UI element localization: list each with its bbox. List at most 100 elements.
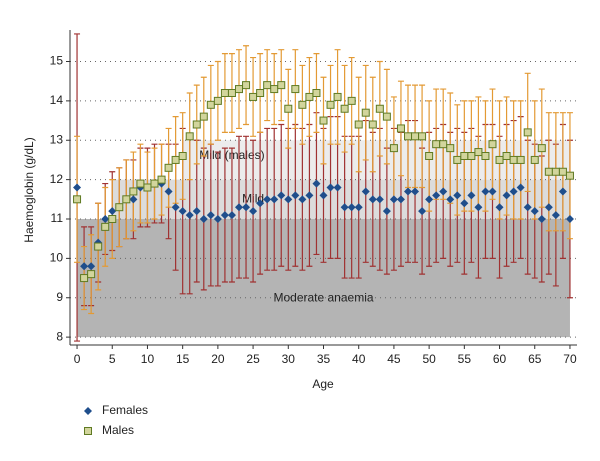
y-tick-label: 15 <box>50 54 64 68</box>
legend-label: Males <box>102 423 134 437</box>
female-point <box>171 203 180 212</box>
female-point <box>467 191 476 200</box>
male-point <box>235 85 243 94</box>
band-label: Moderate anaemia <box>273 290 373 304</box>
male-point <box>368 120 377 129</box>
female-point <box>270 195 279 204</box>
male-point <box>382 112 391 121</box>
male-point <box>256 89 265 97</box>
y-tick-label: 11 <box>51 211 64 225</box>
female-point <box>432 191 441 200</box>
male-point <box>220 89 229 97</box>
male-point <box>227 89 236 97</box>
male-point <box>143 183 152 192</box>
male-point <box>375 104 384 113</box>
male-point <box>446 144 455 153</box>
male-point <box>270 85 279 94</box>
female-point <box>474 203 483 212</box>
male-point <box>481 152 490 160</box>
female-point <box>558 187 567 196</box>
male-point <box>537 144 546 153</box>
male-point <box>122 195 131 204</box>
male-point <box>263 81 272 90</box>
female-point <box>354 203 363 212</box>
male-point <box>495 155 504 164</box>
male-point <box>101 222 110 231</box>
female-point <box>101 215 110 223</box>
male-point <box>178 152 187 160</box>
male-point <box>502 152 511 160</box>
female-point <box>80 262 89 271</box>
female-point <box>404 187 412 196</box>
female-point <box>389 195 398 204</box>
y-tick-label: 13 <box>50 132 64 146</box>
female-point <box>368 195 377 204</box>
x-tick-label: 30 <box>282 352 296 366</box>
y-tick-label: 9 <box>56 290 63 304</box>
female-point <box>213 215 222 223</box>
female-point <box>460 199 469 208</box>
male-point <box>129 187 138 196</box>
male-point <box>136 179 145 188</box>
x-tick-label: 10 <box>141 352 155 366</box>
legend-marker <box>84 427 92 435</box>
male-point <box>80 274 89 283</box>
female-point <box>411 187 420 196</box>
male-point <box>488 140 497 149</box>
female-point <box>73 183 82 192</box>
female-point <box>502 191 511 200</box>
male-point <box>73 195 82 204</box>
female-point <box>164 187 173 196</box>
male-point <box>432 140 441 149</box>
male-point <box>558 167 567 176</box>
male-point <box>249 92 258 101</box>
male-point <box>361 108 370 117</box>
female-point <box>185 211 194 220</box>
female-point <box>277 191 286 200</box>
female-point <box>199 215 208 223</box>
male-point <box>185 132 194 141</box>
female-point <box>551 211 560 220</box>
male-point <box>333 92 342 101</box>
female-point <box>242 203 251 212</box>
male-point <box>108 215 117 223</box>
male-point <box>347 96 356 105</box>
female-point <box>446 195 455 204</box>
legend-label: Females <box>102 403 148 417</box>
female-point <box>235 203 243 212</box>
x-tick-label: 40 <box>352 352 366 366</box>
x-tick-label: 5 <box>109 352 116 366</box>
female-point <box>375 195 384 204</box>
y-tick-label: 12 <box>50 172 64 186</box>
male-point <box>354 120 363 129</box>
male-point <box>396 124 405 133</box>
female-point <box>108 207 117 216</box>
x-tick-label: 55 <box>458 352 472 366</box>
female-point <box>263 195 272 204</box>
female-point <box>298 195 307 204</box>
female-point <box>87 262 96 271</box>
male-point <box>326 100 335 109</box>
female-point <box>291 191 300 200</box>
male-point <box>516 155 525 164</box>
female-point <box>481 187 490 196</box>
male-point <box>192 120 201 129</box>
male-point <box>150 179 159 188</box>
female-point <box>537 215 546 223</box>
male-point <box>164 163 173 172</box>
male-point <box>453 155 462 164</box>
x-tick-label: 20 <box>211 352 225 366</box>
male-point <box>157 175 166 184</box>
male-point <box>94 242 103 251</box>
y-axis-label: Haemoglobin (g/dL) <box>22 137 36 242</box>
legend-marker <box>84 407 92 415</box>
female-point <box>319 191 328 200</box>
x-tick-label: 25 <box>246 352 260 366</box>
female-point <box>256 199 265 208</box>
x-tick-label: 50 <box>422 352 436 366</box>
male-point <box>425 152 434 160</box>
male-point <box>460 152 469 160</box>
female-point <box>439 187 448 196</box>
male-point <box>115 203 124 212</box>
